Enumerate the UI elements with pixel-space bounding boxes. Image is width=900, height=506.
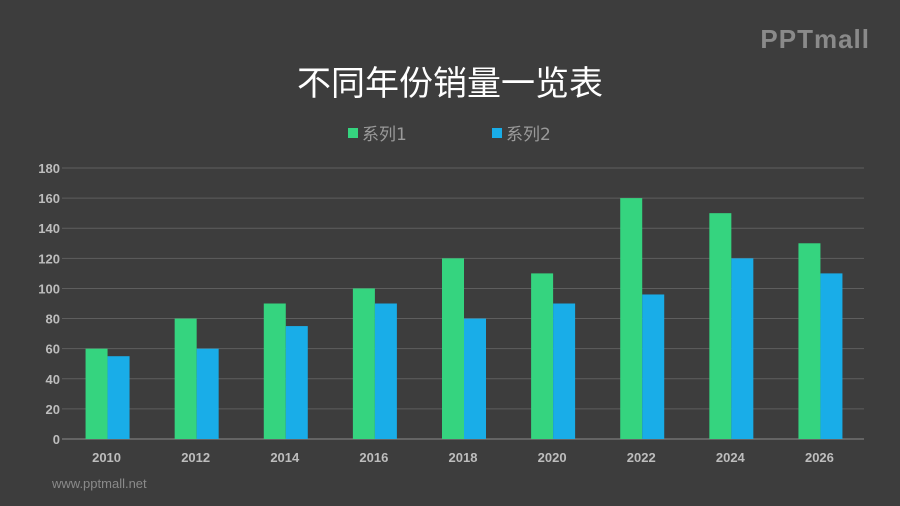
x-tick-label: 2016 bbox=[359, 450, 388, 465]
y-tick-label: 180 bbox=[38, 161, 60, 176]
x-tick-label: 2022 bbox=[627, 450, 656, 465]
y-tick-label: 40 bbox=[46, 372, 60, 387]
x-tick-label: 2010 bbox=[92, 450, 121, 465]
x-tick-label: 2026 bbox=[805, 450, 834, 465]
bar-series-1-2020 bbox=[531, 273, 554, 439]
bar-series-1-2012 bbox=[174, 318, 197, 439]
legend-series-2: 系列2 bbox=[492, 120, 551, 145]
bar-series-2-2012 bbox=[196, 348, 219, 439]
y-tick-label: 120 bbox=[38, 251, 60, 266]
bar-series-2-2022 bbox=[642, 294, 665, 439]
chart-title: 不同年份销量一览表 bbox=[297, 64, 603, 104]
bar-series-1-2026 bbox=[798, 243, 821, 439]
bar-series-2-2018 bbox=[464, 318, 486, 439]
bar-series-1-2024 bbox=[709, 213, 732, 439]
legend-swatch-blue bbox=[492, 127, 502, 138]
y-tick-label: 80 bbox=[46, 312, 60, 327]
bar-series-2-2010 bbox=[107, 356, 130, 439]
pptmall-logo: PPTmall bbox=[760, 24, 870, 54]
y-tick-label: 60 bbox=[46, 342, 60, 357]
y-tick-label: 100 bbox=[38, 281, 60, 296]
legend-label: 系列1 bbox=[362, 125, 407, 145]
bar-series-1-2018 bbox=[442, 258, 464, 439]
bar-series-1-2022 bbox=[620, 198, 643, 439]
x-tick-label: 2024 bbox=[716, 450, 746, 465]
bar-series-2-2014 bbox=[285, 326, 308, 439]
bar-series-1-2014 bbox=[263, 303, 286, 439]
bar-series-2-2020 bbox=[553, 303, 576, 439]
legend-swatch-green bbox=[348, 127, 358, 138]
x-tick-label: 2020 bbox=[538, 450, 567, 465]
bar-series-2-2024 bbox=[731, 258, 754, 439]
x-tick-label: 2012 bbox=[181, 450, 210, 465]
legend-label: 系列2 bbox=[506, 125, 551, 145]
y-tick-label: 140 bbox=[38, 221, 60, 236]
x-tick-label: 2014 bbox=[270, 450, 300, 465]
y-tick-label: 0 bbox=[53, 432, 60, 447]
bar-series-1-2010 bbox=[85, 348, 108, 439]
legend-series-1: 系列1 bbox=[348, 120, 407, 145]
y-tick-label: 160 bbox=[38, 191, 60, 206]
bar-series-2-2026 bbox=[820, 273, 843, 439]
y-tick-label: 20 bbox=[46, 402, 60, 417]
x-tick-label: 2018 bbox=[449, 450, 478, 465]
footer-url: www.pptmall.net bbox=[52, 476, 147, 491]
bar-series-2-2016 bbox=[374, 303, 397, 439]
bar-series-1-2016 bbox=[352, 288, 375, 439]
